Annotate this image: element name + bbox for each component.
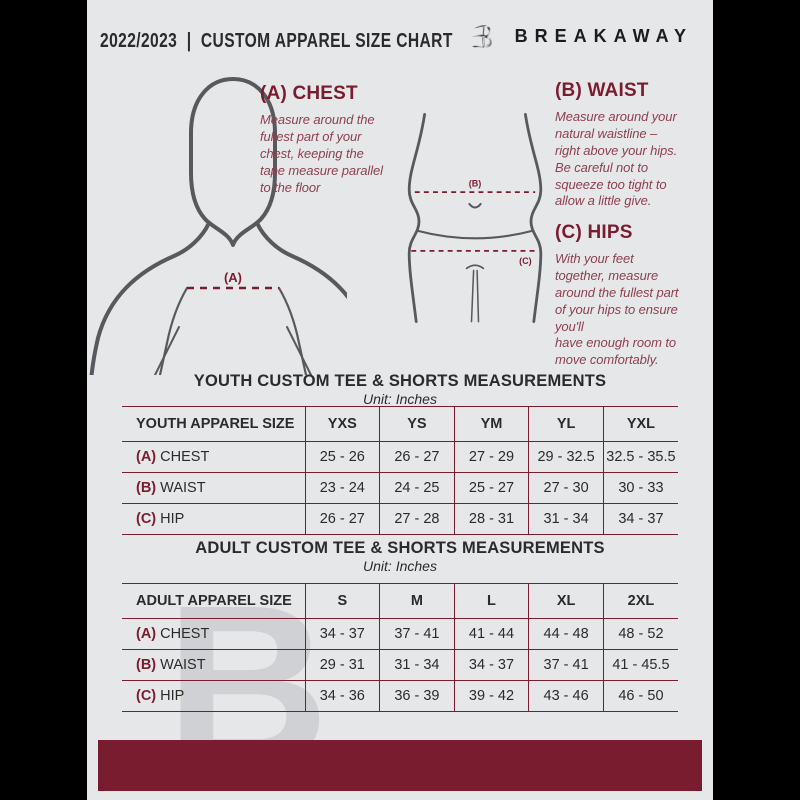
svg-text:(C): (C) [519, 256, 532, 266]
svg-text:(A): (A) [224, 270, 242, 285]
svg-text:(B): (B) [469, 179, 482, 189]
